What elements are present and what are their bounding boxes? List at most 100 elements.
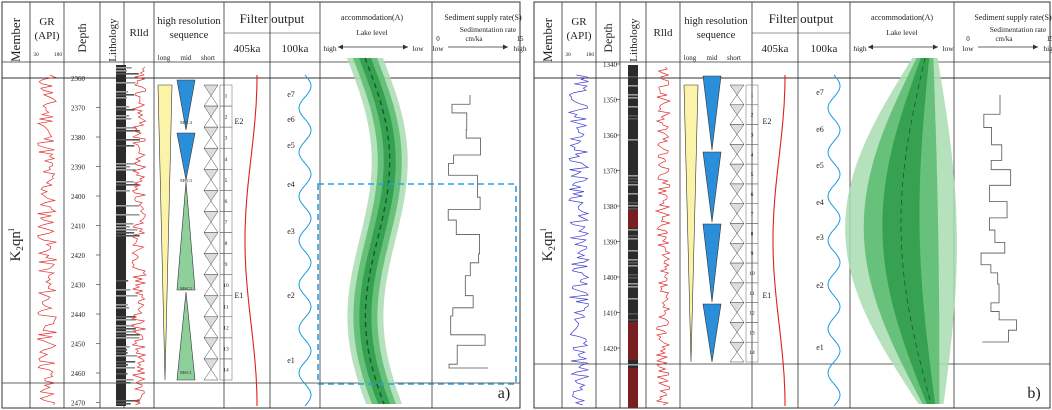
short-cycle-tri: [729, 292, 745, 303]
cycle-number: 8: [751, 231, 754, 237]
lithology-band: [116, 280, 129, 282]
sed-zero: 0: [436, 35, 440, 43]
mid-term-triangle: [176, 132, 196, 181]
depth-tick-label: 1420: [603, 345, 618, 353]
e-cycle-label: e4: [287, 180, 295, 189]
lithology-band: [628, 106, 638, 108]
short-cycle-tri: [729, 302, 745, 313]
lithology-band: [628, 208, 638, 210]
depth-tick-label: 2450: [71, 341, 86, 349]
cycle-number: 10: [749, 271, 755, 277]
short-cycle-tri: [203, 179, 219, 191]
lithology-band: [116, 82, 136, 84]
cycle-number: 1: [225, 94, 228, 100]
lithology-band: [628, 97, 638, 99]
lithology-band: [628, 181, 638, 183]
f405-header: 405ka: [762, 43, 789, 55]
depth-tick-label: 2460: [71, 370, 86, 378]
short-cycle-tri: [729, 163, 745, 175]
gr-header-unit: (API): [566, 30, 591, 42]
short-cycle-tri: [203, 95, 219, 107]
hrs-short: short: [201, 54, 215, 62]
hrs-long: long: [684, 54, 697, 62]
hrs-long: long: [158, 54, 171, 62]
hrs-mid: mid: [707, 54, 718, 62]
msc-label: MSC1: [180, 370, 192, 375]
filter-output-header: Filter output: [240, 11, 305, 26]
short-cycle-tri: [729, 243, 745, 254]
member-header: Member: [8, 17, 23, 62]
lithology-band: [116, 316, 135, 318]
lithology-band: [116, 91, 129, 93]
short-cycle-tri: [729, 252, 745, 264]
depth-tick-label: 2470: [71, 400, 86, 408]
f405-header: 405ka: [234, 43, 261, 55]
short-cycle-tri: [203, 147, 219, 160]
rlld-curve: [130, 66, 147, 406]
cycle-number: 4: [225, 157, 228, 163]
lithology-band: [116, 307, 130, 309]
high-label: high: [853, 44, 867, 53]
lithology-band: [628, 319, 638, 321]
short-cycle-tri: [203, 158, 219, 170]
gr-curve: [567, 74, 590, 406]
depth-tick-label: 1360: [603, 132, 618, 140]
short-cycle-tri: [729, 153, 745, 165]
short-cycle-tri: [729, 312, 745, 323]
mid-term-triangle: [176, 181, 196, 291]
cycle-number: 7: [225, 220, 228, 226]
short-cycle-tri: [729, 124, 745, 135]
short-cycle-tri: [203, 369, 219, 381]
lithology-band: [116, 349, 128, 351]
cycle-number: 9: [751, 251, 754, 257]
arrowhead: [1033, 44, 1038, 50]
depth-tick-label: 1340: [603, 61, 618, 69]
lithology-band: [116, 127, 137, 129]
lithology-band: [116, 145, 135, 147]
lithology-band: [116, 352, 128, 354]
arrowhead: [503, 44, 508, 50]
lithology-band: [628, 118, 638, 120]
short-cycle-tri: [729, 272, 745, 284]
depth-tick-label: 2420: [71, 252, 86, 260]
cycle-number: 10: [223, 283, 229, 289]
sed-max: 15: [1047, 35, 1052, 43]
highlight-box: [317, 183, 517, 385]
msc-label: MSC3: [180, 178, 193, 183]
lithology-band: [628, 94, 638, 96]
depth-tick-label: 2360: [71, 75, 86, 83]
e-cycle-label: e5: [816, 161, 824, 170]
lithology-band: [116, 229, 138, 231]
filter-405-curve: [244, 75, 258, 406]
e-cycle-label: e6: [287, 115, 295, 124]
lithology-band: [628, 262, 638, 264]
short-cycle-tri: [729, 203, 745, 215]
lithology-band: [116, 223, 134, 225]
lithology-band: [628, 235, 638, 237]
mudstone-band: [628, 368, 638, 408]
mid-term-triangle: [702, 75, 722, 151]
short-cycle-tri: [203, 326, 219, 339]
f100-header: 100ka: [282, 43, 309, 55]
short-cycle-tri: [729, 193, 745, 204]
gr-header-unit: (API): [34, 30, 59, 42]
lithology-band: [628, 238, 638, 240]
depth-tick-label: 2370: [71, 105, 86, 113]
lithology-band: [628, 184, 638, 186]
msc-label: MSC2: [180, 286, 192, 291]
lithology-band: [116, 364, 129, 366]
e-cycle-label: e7: [816, 88, 824, 97]
lithology-band: [116, 346, 130, 348]
e-cycle-label: e4: [816, 198, 824, 207]
lithology-band: [116, 181, 134, 183]
short-cycle-tri: [729, 84, 745, 96]
depth-tick-label: 2390: [71, 164, 86, 172]
sed-max: 15: [517, 35, 525, 43]
lithology-band: [628, 274, 638, 276]
mid-term-triangle: [176, 291, 196, 381]
hrs-mid: mid: [181, 54, 192, 62]
e-cycle-label: e1: [287, 356, 295, 365]
depth-tick-label: 2380: [71, 134, 86, 142]
hrs-header-1: high resolution: [157, 16, 221, 27]
